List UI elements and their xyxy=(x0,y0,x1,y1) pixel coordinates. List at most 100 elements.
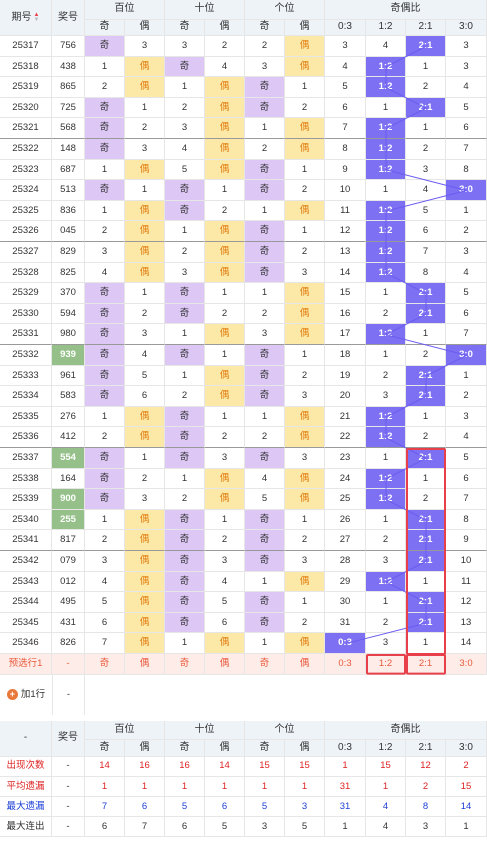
stats-value-cell: 1 xyxy=(285,776,325,797)
preview-select-cell[interactable]: 偶 xyxy=(285,654,325,675)
ratio-miss-cell: 1 xyxy=(406,56,446,78)
ratio-miss-cell: 1 xyxy=(446,365,487,387)
sort-arrows-icon[interactable]: ▲ ▼ xyxy=(33,11,40,23)
miss-count-cell: 4 xyxy=(205,56,245,78)
ratio-miss-cell: 31 xyxy=(325,612,366,634)
ratio-miss-cell: 4 xyxy=(406,180,446,201)
preview-select-cell[interactable]: 奇 xyxy=(85,654,125,675)
ratio-miss-cell: 2 xyxy=(406,77,446,98)
even-hit-cell: 偶 xyxy=(125,406,165,428)
ratio-miss-cell: 3 xyxy=(406,159,446,181)
preview-select-cell[interactable]: 奇 xyxy=(245,654,285,675)
award-number-cell: 164 xyxy=(52,468,85,490)
period-cell: 25344 xyxy=(0,592,52,613)
stats-value-cell: 7 xyxy=(125,817,165,838)
stats-dash: - xyxy=(52,817,85,838)
miss-count-cell: 2 xyxy=(165,386,205,407)
odd-hit-cell: 奇 xyxy=(245,180,285,201)
ratio-miss-cell: 5 xyxy=(446,97,487,119)
ratio-miss-cell: 21 xyxy=(325,406,366,428)
ratio-hit-cell: 2:1 xyxy=(406,612,446,634)
ratio-miss-cell: 12 xyxy=(325,221,366,242)
period-cell: 25325 xyxy=(0,200,52,222)
stats-ratio-subheader: 0:3 xyxy=(325,740,366,757)
miss-count-cell: 1 xyxy=(85,406,125,428)
miss-count-cell: 3 xyxy=(285,551,325,572)
ratio-miss-cell: 4 xyxy=(325,56,366,78)
stats-value-cell: 15 xyxy=(446,776,487,797)
miss-count-cell: 3 xyxy=(205,448,245,469)
ratio-miss-cell: 2 xyxy=(406,489,446,510)
odd-hit-cell: 奇 xyxy=(85,180,125,201)
period-cell: 25329 xyxy=(0,283,52,304)
ratio-miss-cell: 27 xyxy=(325,530,366,551)
preview-ratio-cell[interactable]: 0:3 xyxy=(325,654,366,675)
ratio-miss-cell: 8 xyxy=(446,509,487,531)
ratio-hit-cell: 1:2 xyxy=(366,571,406,593)
odd-hit-cell: 奇 xyxy=(245,159,285,181)
odd-hit-cell: 奇 xyxy=(85,386,125,407)
miss-count-cell: 2 xyxy=(245,139,285,160)
stats-group-header: 个位 xyxy=(245,720,325,741)
ratio-miss-cell: 7 xyxy=(446,139,487,160)
preview-select-cell[interactable]: 偶 xyxy=(125,654,165,675)
period-cell: 25328 xyxy=(0,262,52,284)
stats-value-cell: 6 xyxy=(85,817,125,838)
miss-count-cell: 4 xyxy=(245,468,285,490)
preview-ratio-cell[interactable]: 1:2 xyxy=(366,654,406,675)
even-hit-cell: 偶 xyxy=(125,530,165,551)
stats-value-cell: 16 xyxy=(165,756,205,777)
miss-count-cell: 2 xyxy=(85,427,125,448)
ratio-miss-cell: 1 xyxy=(406,468,446,490)
preview-ratio-cell[interactable]: 2:1 xyxy=(406,654,446,675)
preview-select-cell[interactable]: 奇 xyxy=(165,654,205,675)
ratio-miss-cell: 3 xyxy=(446,36,487,57)
even-hit-cell: 偶 xyxy=(285,303,325,325)
ratio-subheader: 3:0 xyxy=(446,19,487,36)
ratio-miss-cell: 22 xyxy=(325,427,366,448)
award-number-cell: 900 xyxy=(52,489,85,510)
ratio-miss-cell: 2 xyxy=(446,221,487,242)
odd-hit-cell: 奇 xyxy=(165,571,205,593)
stats-odd-subheader: 奇 xyxy=(245,740,285,757)
preview-select-cell[interactable]: 偶 xyxy=(205,654,245,675)
stats-value-cell: 3 xyxy=(285,797,325,818)
ratio-hit-cell: 1:2 xyxy=(366,468,406,490)
miss-count-cell: 2 xyxy=(285,365,325,387)
miss-count-cell: 1 xyxy=(245,571,285,593)
plus-circle-icon[interactable]: + xyxy=(6,689,18,701)
stats-value-cell: 4 xyxy=(366,797,406,818)
miss-count-cell: 6 xyxy=(125,386,165,407)
period-cell: 25345 xyxy=(0,612,52,634)
period-header[interactable]: 期号 ▲ ▼ xyxy=(0,0,52,36)
ratio-miss-cell: 8 xyxy=(325,139,366,160)
even-hit-cell: 偶 xyxy=(205,221,245,242)
stats-value-cell: 5 xyxy=(245,797,285,818)
miss-count-cell: 1 xyxy=(245,283,285,304)
ratio-miss-cell: 3 xyxy=(325,36,366,57)
stats-group-header: 奇偶比 xyxy=(325,720,487,741)
ratio-miss-cell: 7 xyxy=(446,489,487,510)
ratio-miss-cell: 1 xyxy=(366,97,406,119)
ratio-miss-cell: 6 xyxy=(446,468,487,490)
odd-hit-cell: 奇 xyxy=(245,448,285,469)
stats-value-cell: 1 xyxy=(245,776,285,797)
stats-value-cell: 2 xyxy=(406,776,446,797)
preview-ratio-cell[interactable]: 3:0 xyxy=(446,654,487,675)
even-hit-cell: 偶 xyxy=(285,139,325,160)
add-row-label[interactable]: 加1行 xyxy=(20,688,46,700)
miss-count-cell: 3 xyxy=(125,324,165,345)
period-header-label: 期号 xyxy=(11,11,32,23)
ratio-miss-cell: 30 xyxy=(325,592,366,613)
ratio-miss-cell: 9 xyxy=(446,530,487,551)
add-row-button[interactable]: + 加1行 xyxy=(0,675,52,715)
even-hit-cell: 偶 xyxy=(125,159,165,181)
odd-hit-cell: 奇 xyxy=(245,365,285,387)
period-cell: 25337 xyxy=(0,448,52,469)
group-header: 十位 xyxy=(165,0,245,20)
stats-row-label: 最大连出 xyxy=(0,817,52,838)
period-cell: 25318 xyxy=(0,56,52,78)
ratio-miss-cell: 3 xyxy=(366,633,406,654)
ratio-miss-cell: 20 xyxy=(325,386,366,407)
